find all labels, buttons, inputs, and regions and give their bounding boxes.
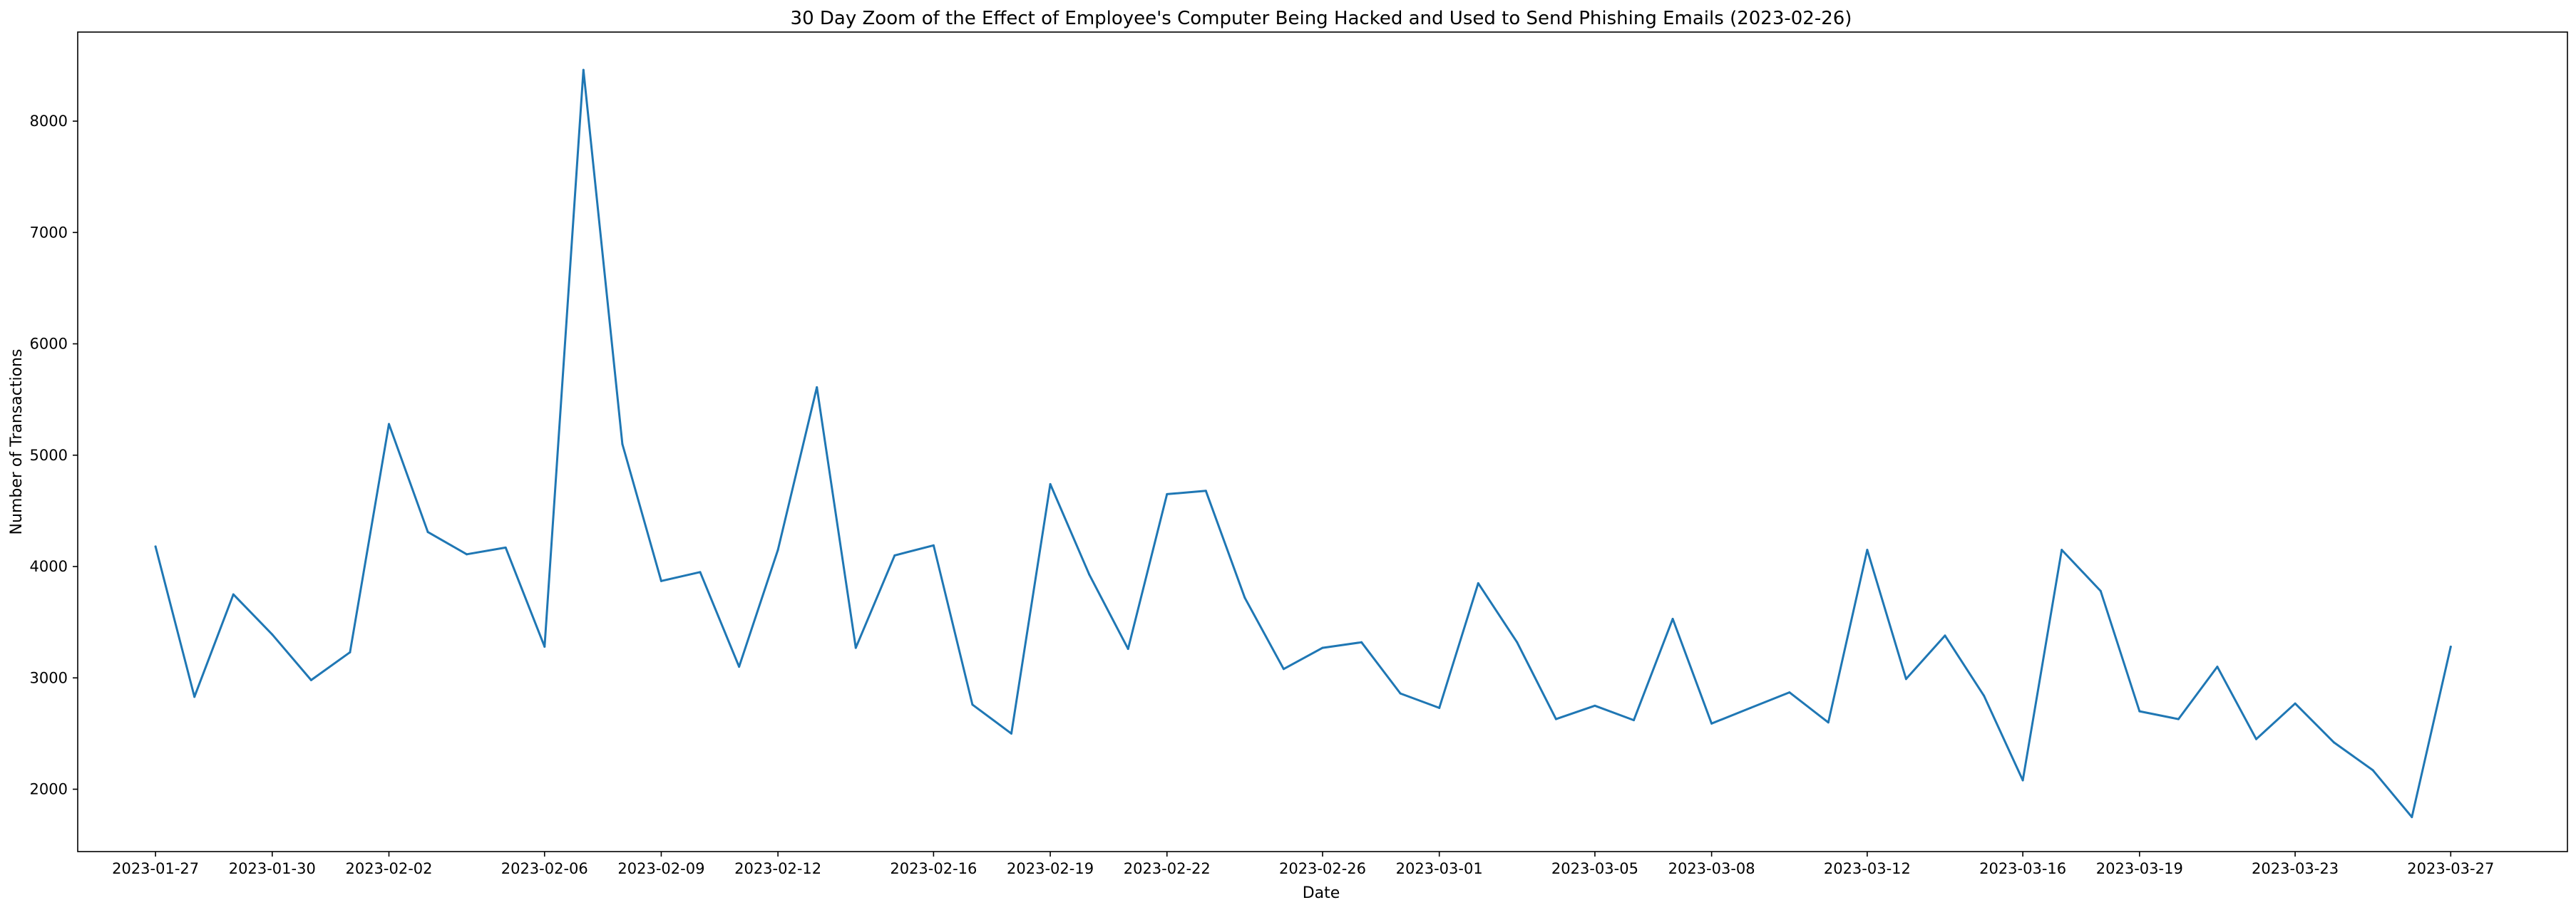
data-point bbox=[1166, 492, 1169, 495]
data-point bbox=[1282, 668, 1285, 671]
data-point bbox=[1127, 648, 1129, 651]
data-point bbox=[1671, 617, 1674, 620]
data-point bbox=[1983, 694, 1986, 697]
data-point bbox=[1827, 721, 1830, 724]
data-point bbox=[349, 651, 351, 653]
data-point bbox=[1516, 641, 1519, 643]
y-tick-label: 5000 bbox=[30, 447, 68, 464]
x-tick-label: 2023-03-05 bbox=[1551, 860, 1638, 877]
data-point bbox=[1866, 549, 1869, 552]
data-point bbox=[2216, 666, 2219, 668]
x-tick-label: 2023-01-30 bbox=[229, 860, 316, 877]
data-point bbox=[388, 423, 390, 425]
x-tick-label: 2023-03-27 bbox=[2407, 860, 2494, 877]
x-tick-label: 2023-03-19 bbox=[2096, 860, 2183, 877]
y-axis: 2000 3000 4000 5000 6000 7000 8000 bbox=[30, 113, 78, 798]
data-point bbox=[2255, 738, 2257, 740]
data-point bbox=[2061, 549, 2063, 552]
y-tick-label: 6000 bbox=[30, 336, 68, 353]
data-point bbox=[1477, 581, 1479, 584]
x-tick-label: 2023-03-23 bbox=[2252, 860, 2339, 877]
data-point bbox=[816, 386, 819, 388]
data-point bbox=[1594, 704, 1596, 707]
x-axis: 2023-01-27 2023-01-30 2023-02-02 2023-02-06… bbox=[112, 852, 2494, 877]
x-tick-label: 2023-02-06 bbox=[501, 860, 588, 877]
x-tick-label: 2023-03-12 bbox=[1824, 860, 1911, 877]
data-point bbox=[504, 546, 507, 549]
data-point bbox=[1204, 490, 1207, 492]
data-point bbox=[2099, 589, 2102, 592]
x-tick-label: 2023-03-08 bbox=[1668, 860, 1755, 877]
data-point bbox=[309, 678, 312, 681]
data-point bbox=[1554, 718, 1557, 720]
data-point bbox=[2177, 718, 2180, 720]
data-point bbox=[232, 593, 235, 596]
y-tick-label: 3000 bbox=[30, 669, 68, 686]
data-point bbox=[660, 579, 662, 582]
x-tick-label: 2023-02-16 bbox=[890, 860, 977, 877]
y-tick-label: 4000 bbox=[30, 558, 68, 575]
data-point bbox=[2021, 779, 2024, 782]
data-point bbox=[893, 554, 896, 557]
data-point bbox=[854, 646, 857, 649]
data-point bbox=[1360, 641, 1363, 643]
y-axis-label: Number of Transactions bbox=[8, 349, 26, 535]
data-point bbox=[582, 68, 585, 71]
data-point bbox=[1399, 692, 1402, 695]
data-point bbox=[1710, 722, 1713, 725]
data-point bbox=[1010, 732, 1012, 735]
y-tick-label: 2000 bbox=[30, 781, 68, 798]
data-point bbox=[1049, 482, 1052, 485]
x-tick-label: 2023-02-09 bbox=[617, 860, 704, 877]
chart-title: 30 Day Zoom of the Effect of Employee's … bbox=[791, 8, 1852, 29]
data-point bbox=[699, 571, 702, 574]
data-point bbox=[738, 666, 741, 668]
data-point bbox=[2449, 646, 2452, 648]
data-point bbox=[1904, 678, 1907, 681]
data-point bbox=[1788, 691, 1791, 694]
data-point bbox=[271, 633, 274, 636]
data-point bbox=[466, 553, 468, 556]
data-point bbox=[1088, 573, 1091, 576]
data-point bbox=[2371, 769, 2374, 772]
data-point bbox=[2138, 710, 2141, 713]
series-line bbox=[154, 68, 2452, 819]
data-point bbox=[154, 545, 157, 548]
data-point bbox=[1243, 596, 1246, 599]
x-tick-label: 2023-02-22 bbox=[1124, 860, 1211, 877]
data-point bbox=[1633, 719, 1635, 722]
data-points bbox=[154, 68, 2452, 819]
data-point bbox=[971, 703, 974, 706]
x-tick-label: 2023-03-01 bbox=[1396, 860, 1483, 877]
y-tick-label: 7000 bbox=[30, 224, 68, 241]
x-axis-label: Date bbox=[1303, 884, 1340, 902]
data-point bbox=[193, 696, 196, 698]
y-tick-label: 8000 bbox=[30, 113, 68, 130]
data-point bbox=[1321, 646, 1324, 649]
data-point bbox=[1944, 634, 1946, 637]
data-point bbox=[543, 646, 546, 648]
x-tick-label: 2023-02-19 bbox=[1007, 860, 1094, 877]
data-point bbox=[1438, 706, 1441, 709]
data-point bbox=[621, 443, 624, 445]
x-tick-label: 2023-02-26 bbox=[1279, 860, 1366, 877]
x-tick-label: 2023-02-02 bbox=[345, 860, 432, 877]
x-tick-label: 2023-01-27 bbox=[112, 860, 199, 877]
data-point bbox=[2294, 702, 2297, 705]
data-point bbox=[426, 531, 429, 534]
data-point bbox=[2333, 741, 2336, 744]
x-tick-label: 2023-03-16 bbox=[1979, 860, 2066, 877]
data-point bbox=[2411, 816, 2413, 819]
data-point bbox=[1749, 706, 1752, 709]
x-tick-label: 2023-02-12 bbox=[734, 860, 821, 877]
data-point bbox=[932, 544, 935, 547]
data-point bbox=[776, 549, 779, 552]
